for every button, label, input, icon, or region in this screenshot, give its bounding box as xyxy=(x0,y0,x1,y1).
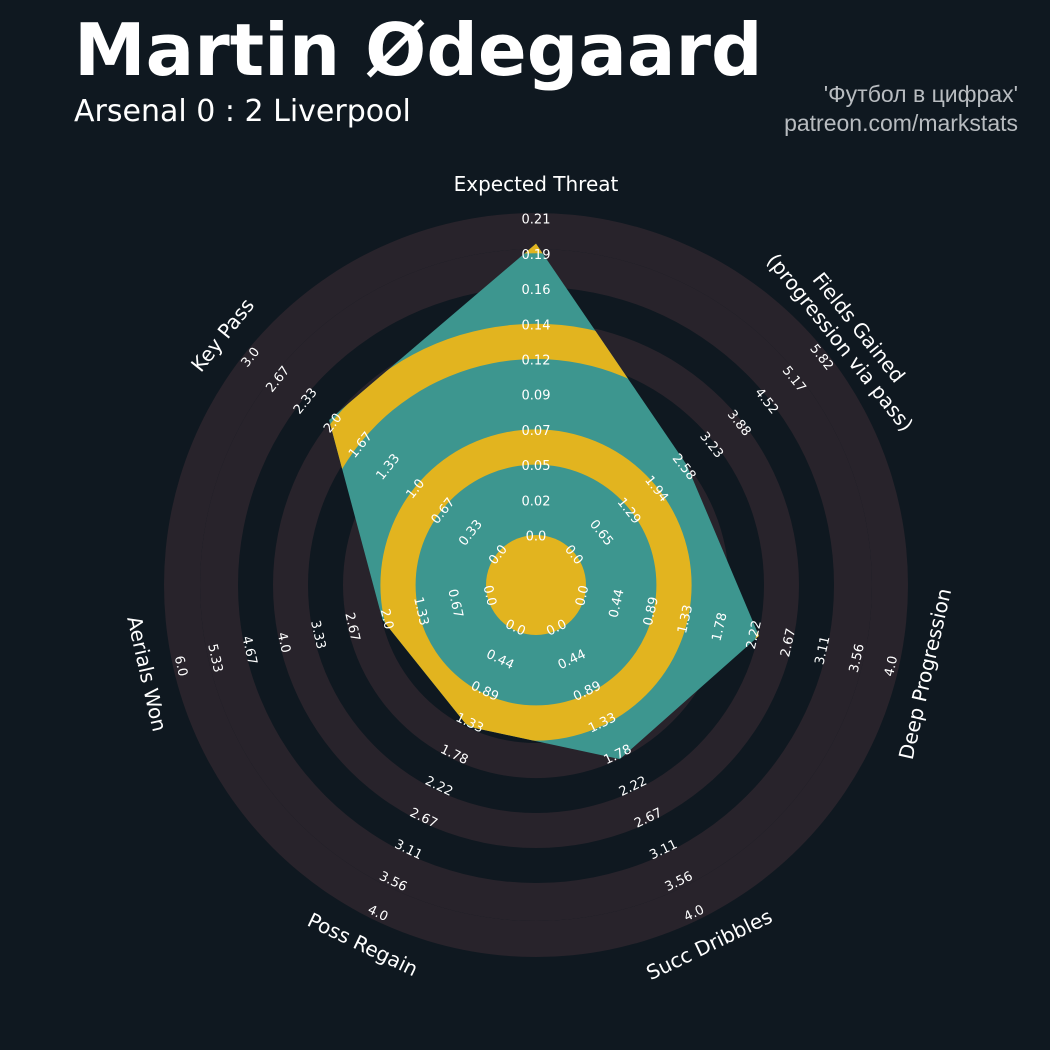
axis-tick-label: 0.21 xyxy=(522,213,551,228)
axis-tick-label: 1.78 xyxy=(710,611,731,643)
axis-tick-label: 0.16 xyxy=(522,283,551,298)
axis-tick-label: 4.0 xyxy=(274,631,293,655)
axis-tick-label: 3.33 xyxy=(307,619,328,651)
param-label: Expected Threat xyxy=(454,172,619,196)
axis-tick-label: 2.0 xyxy=(377,607,396,631)
match-subtitle: Arsenal 0 : 2 Liverpool xyxy=(74,94,411,129)
credit-link[interactable]: patreon.com/markstats xyxy=(784,110,1018,136)
axis-tick-label: 0.05 xyxy=(522,459,551,474)
credit-source: 'Футбол в цифрах' xyxy=(823,81,1018,107)
radar-gold-bands xyxy=(329,243,759,760)
axis-tick-label: 0.19 xyxy=(522,248,551,263)
param-label: Aerials Won xyxy=(122,614,172,734)
axis-tick-label: 0.12 xyxy=(522,354,551,369)
axis-tick-label: 1.33 xyxy=(410,596,431,628)
credit-block: 'Футбол в цифрах' patreon.com/markstats xyxy=(784,80,1018,138)
axis-tick-label: 3.11 xyxy=(812,635,833,667)
axis-tick-label: 0.09 xyxy=(522,389,551,404)
axis-tick-label: 0.14 xyxy=(522,318,551,333)
axis-tick-label: 1.33 xyxy=(675,603,696,635)
axis-tick-label: 2.67 xyxy=(341,611,362,643)
axis-tick-label: 0.02 xyxy=(522,494,551,509)
page-title: Martin Ødegaard xyxy=(74,8,763,92)
axis-tick-label: 0.67 xyxy=(444,588,465,620)
radar-center-disc xyxy=(486,535,586,635)
axis-tick-label: 0.07 xyxy=(522,424,551,439)
axis-tick-label: 0.0 xyxy=(480,584,499,608)
axis-tick-label: 4.0 xyxy=(882,654,901,678)
axis-tick-label: 4.67 xyxy=(238,635,259,667)
axis-tick-label: 2.22 xyxy=(744,619,765,651)
axis-tick-label: 0.0 xyxy=(526,530,547,545)
axis-tick-label: 2.67 xyxy=(778,627,799,659)
axis-tick-label: 5.33 xyxy=(204,643,225,675)
axis-tick-label: 0.44 xyxy=(607,588,628,620)
axis-tick-label: 6.0 xyxy=(171,654,190,678)
axis-tick-label: 3.56 xyxy=(847,643,868,675)
axis-tick-label: 0.89 xyxy=(641,596,662,628)
axis-tick-label: 0.0 xyxy=(573,584,592,608)
